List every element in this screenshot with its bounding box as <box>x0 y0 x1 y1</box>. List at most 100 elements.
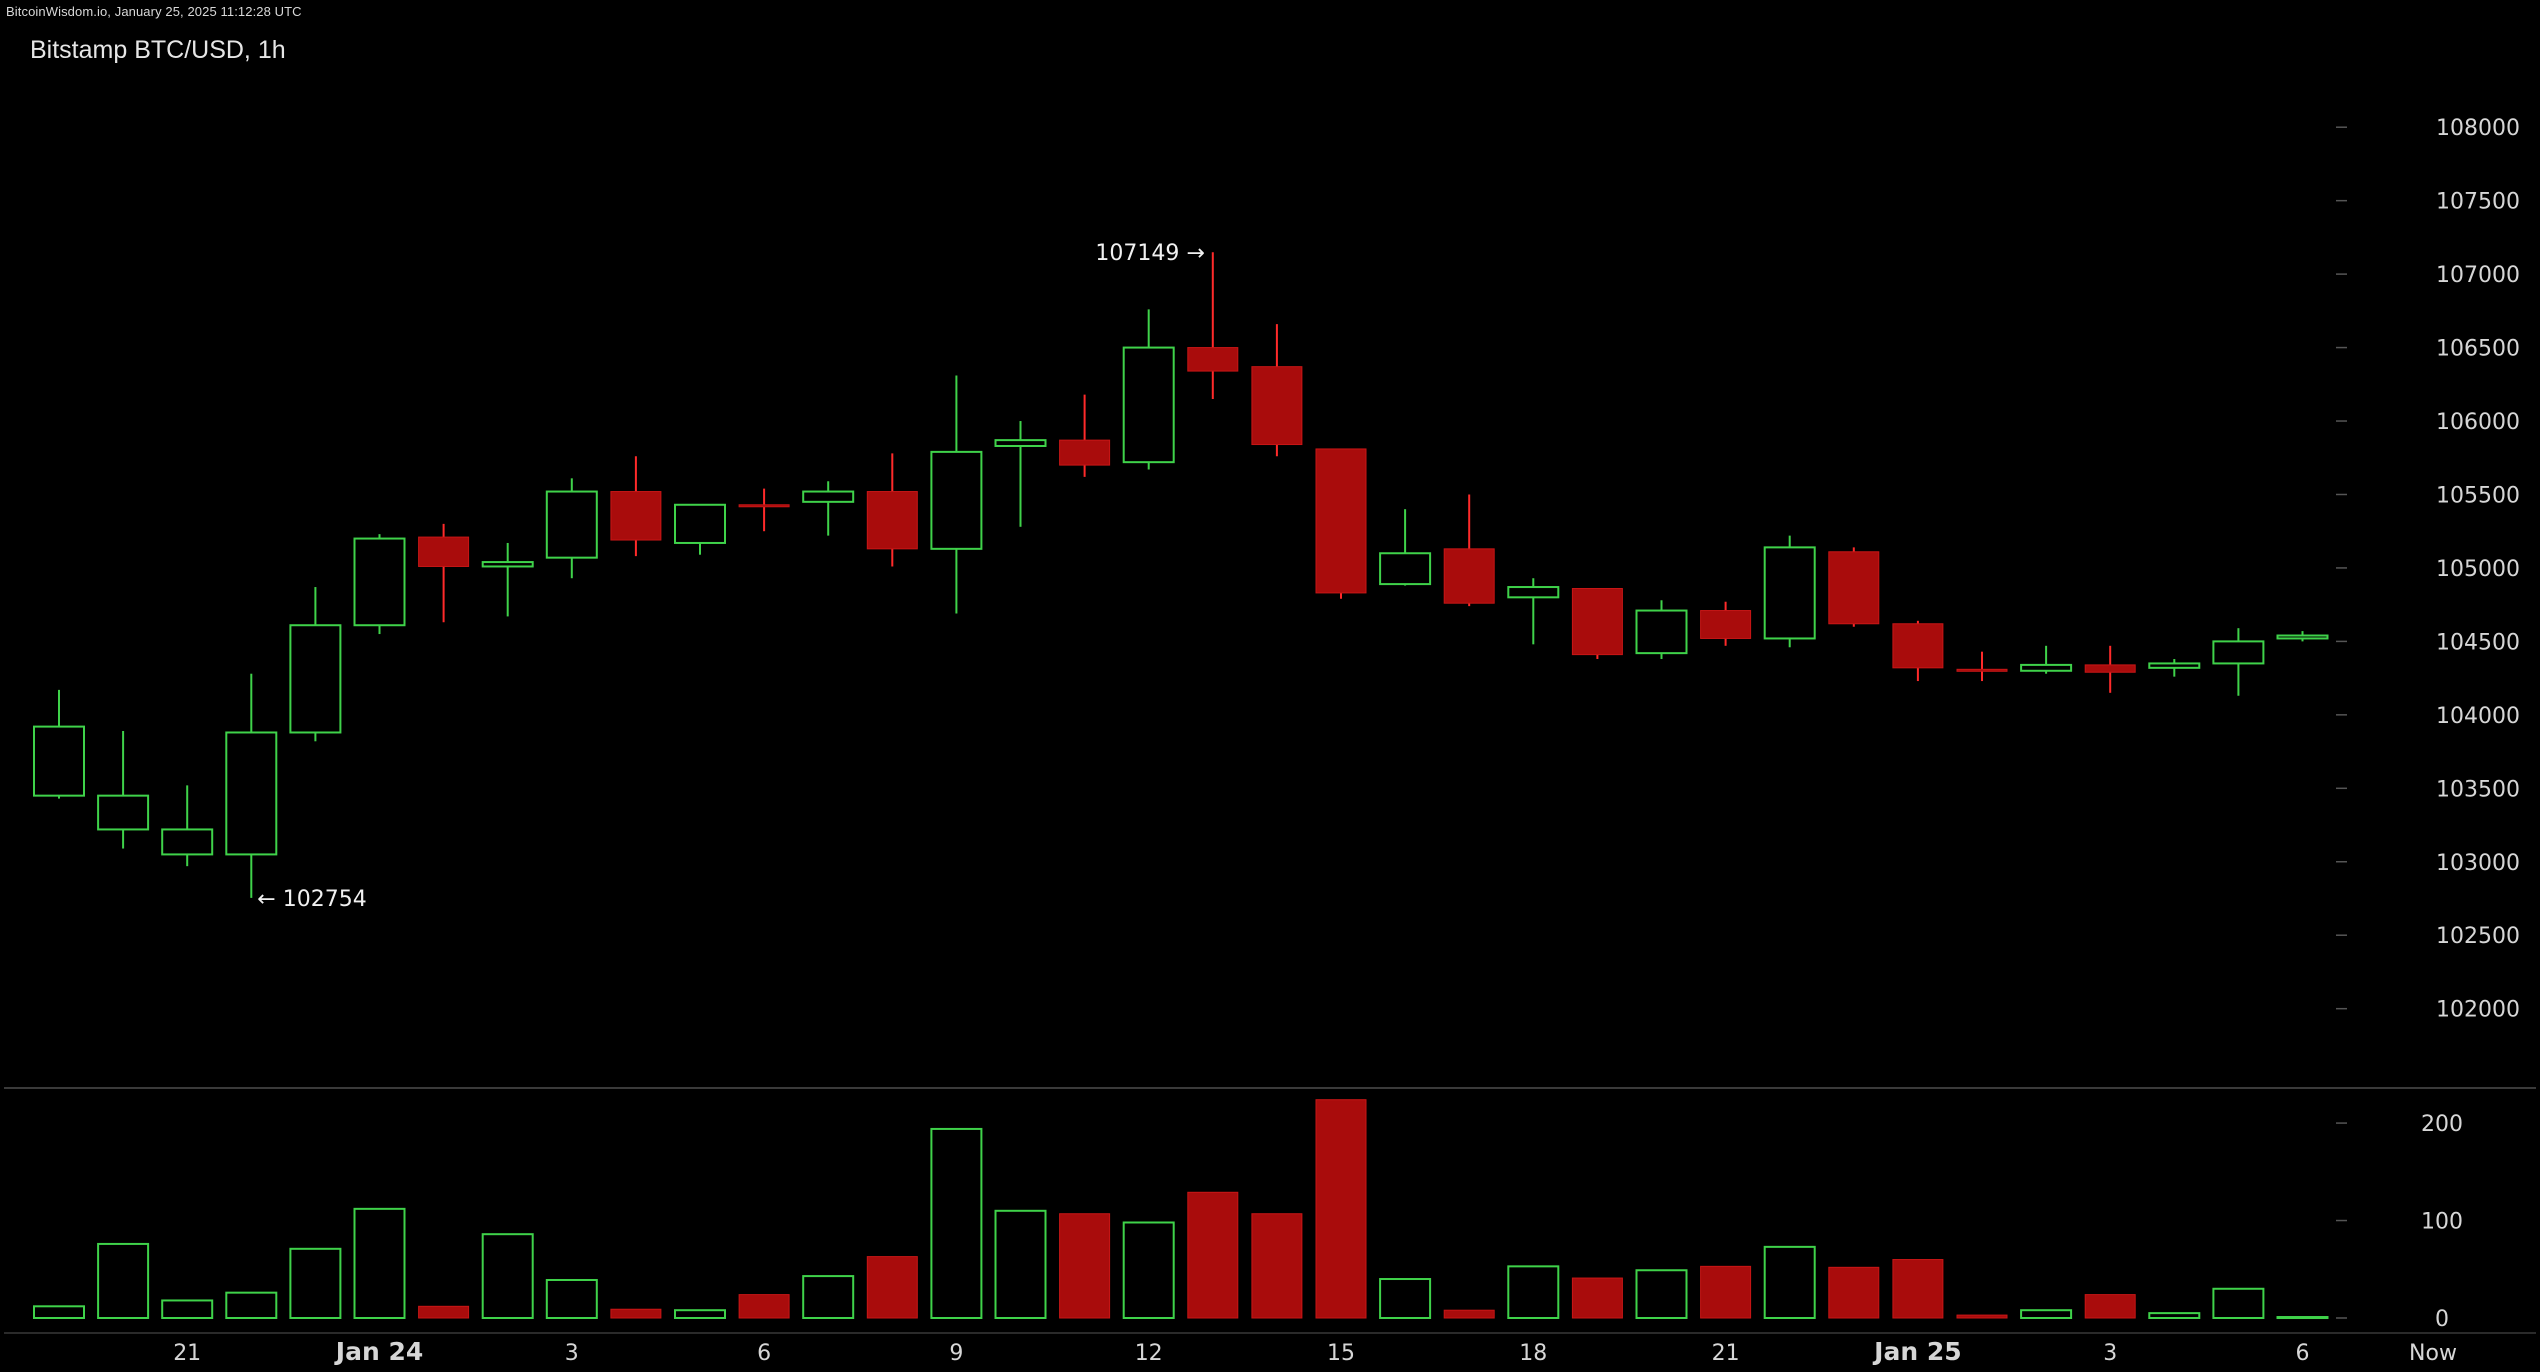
high-price-annotation: 107149 → <box>1095 241 1204 266</box>
candle-body <box>1507 586 1560 599</box>
candle-body <box>1443 548 1495 604</box>
candle-body <box>545 490 598 559</box>
time-axis-label: 21 <box>173 1341 201 1366</box>
candle-up[interactable] <box>2148 659 2201 677</box>
candle-up[interactable] <box>33 689 85 799</box>
time-axis-label: 6 <box>2296 1341 2310 1366</box>
candle-body <box>1187 347 1239 372</box>
candle-body <box>738 504 790 508</box>
candle-up[interactable] <box>161 785 214 867</box>
price-tick-label: 107500 <box>2436 190 2520 215</box>
candle-down[interactable] <box>2084 645 2136 693</box>
time-axis-label: 21 <box>1712 1341 1740 1366</box>
volume-bar-up <box>33 1305 85 1319</box>
price-tick-label: 104000 <box>2436 704 2520 729</box>
volume-bar-down <box>1571 1277 1623 1319</box>
candle-up[interactable] <box>353 534 406 635</box>
volume-bar-up <box>2276 1316 2329 1320</box>
price-tick-label: 106000 <box>2436 410 2520 435</box>
candle-up[interactable] <box>1379 509 1432 586</box>
candle-down[interactable] <box>610 456 662 557</box>
candle-body <box>930 450 983 550</box>
volume-bar-down <box>1828 1266 1880 1319</box>
candle-body <box>994 439 1047 448</box>
candle-down[interactable] <box>1571 588 1623 660</box>
candle-body <box>1059 439 1111 466</box>
volume-bar-up <box>545 1278 598 1320</box>
volume-bar-up <box>289 1247 342 1319</box>
price-axis: 102000 102500 103000 103500 104000 104500 1050… <box>2336 116 2520 1023</box>
candle-up[interactable] <box>1763 535 1816 648</box>
candle-body <box>2276 634 2329 640</box>
candle-up[interactable] <box>2276 631 2329 642</box>
price-tick-label: 107000 <box>2436 263 2520 288</box>
volume-bar-up <box>161 1299 214 1320</box>
candle-up[interactable] <box>289 587 342 742</box>
candle-up[interactable] <box>930 375 983 614</box>
candle-down[interactable] <box>1443 494 1495 607</box>
candle-body <box>289 624 342 734</box>
candle-down[interactable] <box>1059 394 1111 477</box>
candle-body <box>1892 623 1944 669</box>
volume-bar-up <box>97 1242 150 1320</box>
volume-bar-down <box>610 1308 662 1319</box>
candle-body <box>1315 448 1367 594</box>
price-tick-label: 104500 <box>2436 630 2520 655</box>
candle-down[interactable] <box>1956 651 2008 682</box>
candle-up[interactable] <box>1635 600 1688 660</box>
volume-tick-label: 0 <box>2435 1307 2449 1332</box>
candle-down[interactable] <box>1892 620 1944 682</box>
candle-up[interactable] <box>481 542 534 617</box>
candle-body <box>1763 546 1816 640</box>
time-axis-label: Jan 25 <box>1872 1337 1961 1366</box>
candle-up[interactable] <box>674 503 726 555</box>
candle-body <box>674 503 726 544</box>
candle-up[interactable] <box>2020 645 2073 674</box>
volume-bar-down <box>1251 1213 1303 1319</box>
candle-up[interactable] <box>994 421 1047 527</box>
candle-down[interactable] <box>738 488 790 532</box>
time-axis-label: 15 <box>1327 1341 1355 1366</box>
candle-down[interactable] <box>1187 252 1239 399</box>
volume-bar-up <box>930 1127 983 1320</box>
time-axis-label: 3 <box>2103 1341 2117 1366</box>
candle-up[interactable] <box>545 478 598 579</box>
candle-body <box>2020 663 2073 672</box>
candle-up[interactable] <box>97 731 150 849</box>
candle-body <box>353 537 406 627</box>
volume-bar-up <box>2148 1312 2201 1319</box>
price-tick-label: 105000 <box>2436 557 2520 582</box>
price-tick-label: 102000 <box>2436 998 2520 1023</box>
volume-bar-up <box>994 1209 1047 1320</box>
candle-down[interactable] <box>1251 324 1303 457</box>
time-axis-label: 3 <box>565 1341 579 1366</box>
candle-down[interactable] <box>866 453 918 567</box>
time-axis-label: 12 <box>1135 1341 1163 1366</box>
candle-body <box>1122 346 1175 464</box>
candle-body <box>1251 366 1303 446</box>
volume-bar-up <box>2212 1287 2265 1319</box>
candle-up[interactable] <box>1122 309 1175 470</box>
price-tick-label: 106500 <box>2436 337 2520 362</box>
candle-body <box>225 731 278 856</box>
volume-bar-up <box>2020 1309 2073 1319</box>
candle-up[interactable] <box>2212 628 2265 696</box>
candle-up[interactable] <box>225 673 278 898</box>
volume-tick-label: 100 <box>2421 1210 2463 1235</box>
volume-bar-down <box>1700 1265 1752 1319</box>
candle-down[interactable] <box>1700 601 1752 646</box>
candle-body <box>161 828 214 856</box>
candle-up[interactable] <box>802 481 855 536</box>
candle-down[interactable] <box>1828 547 1880 627</box>
volume-bar-up <box>1635 1269 1688 1319</box>
time-axis-label: 18 <box>1519 1341 1547 1366</box>
candle-down[interactable] <box>418 523 470 623</box>
time-axis-label: 9 <box>949 1341 963 1366</box>
candle-up[interactable] <box>1507 578 1560 645</box>
price-annotations: ← 102754 107149 → <box>257 241 1205 912</box>
volume-bar-down <box>1892 1259 1944 1319</box>
candle-down[interactable] <box>1315 448 1367 599</box>
candle-body <box>1571 588 1623 656</box>
